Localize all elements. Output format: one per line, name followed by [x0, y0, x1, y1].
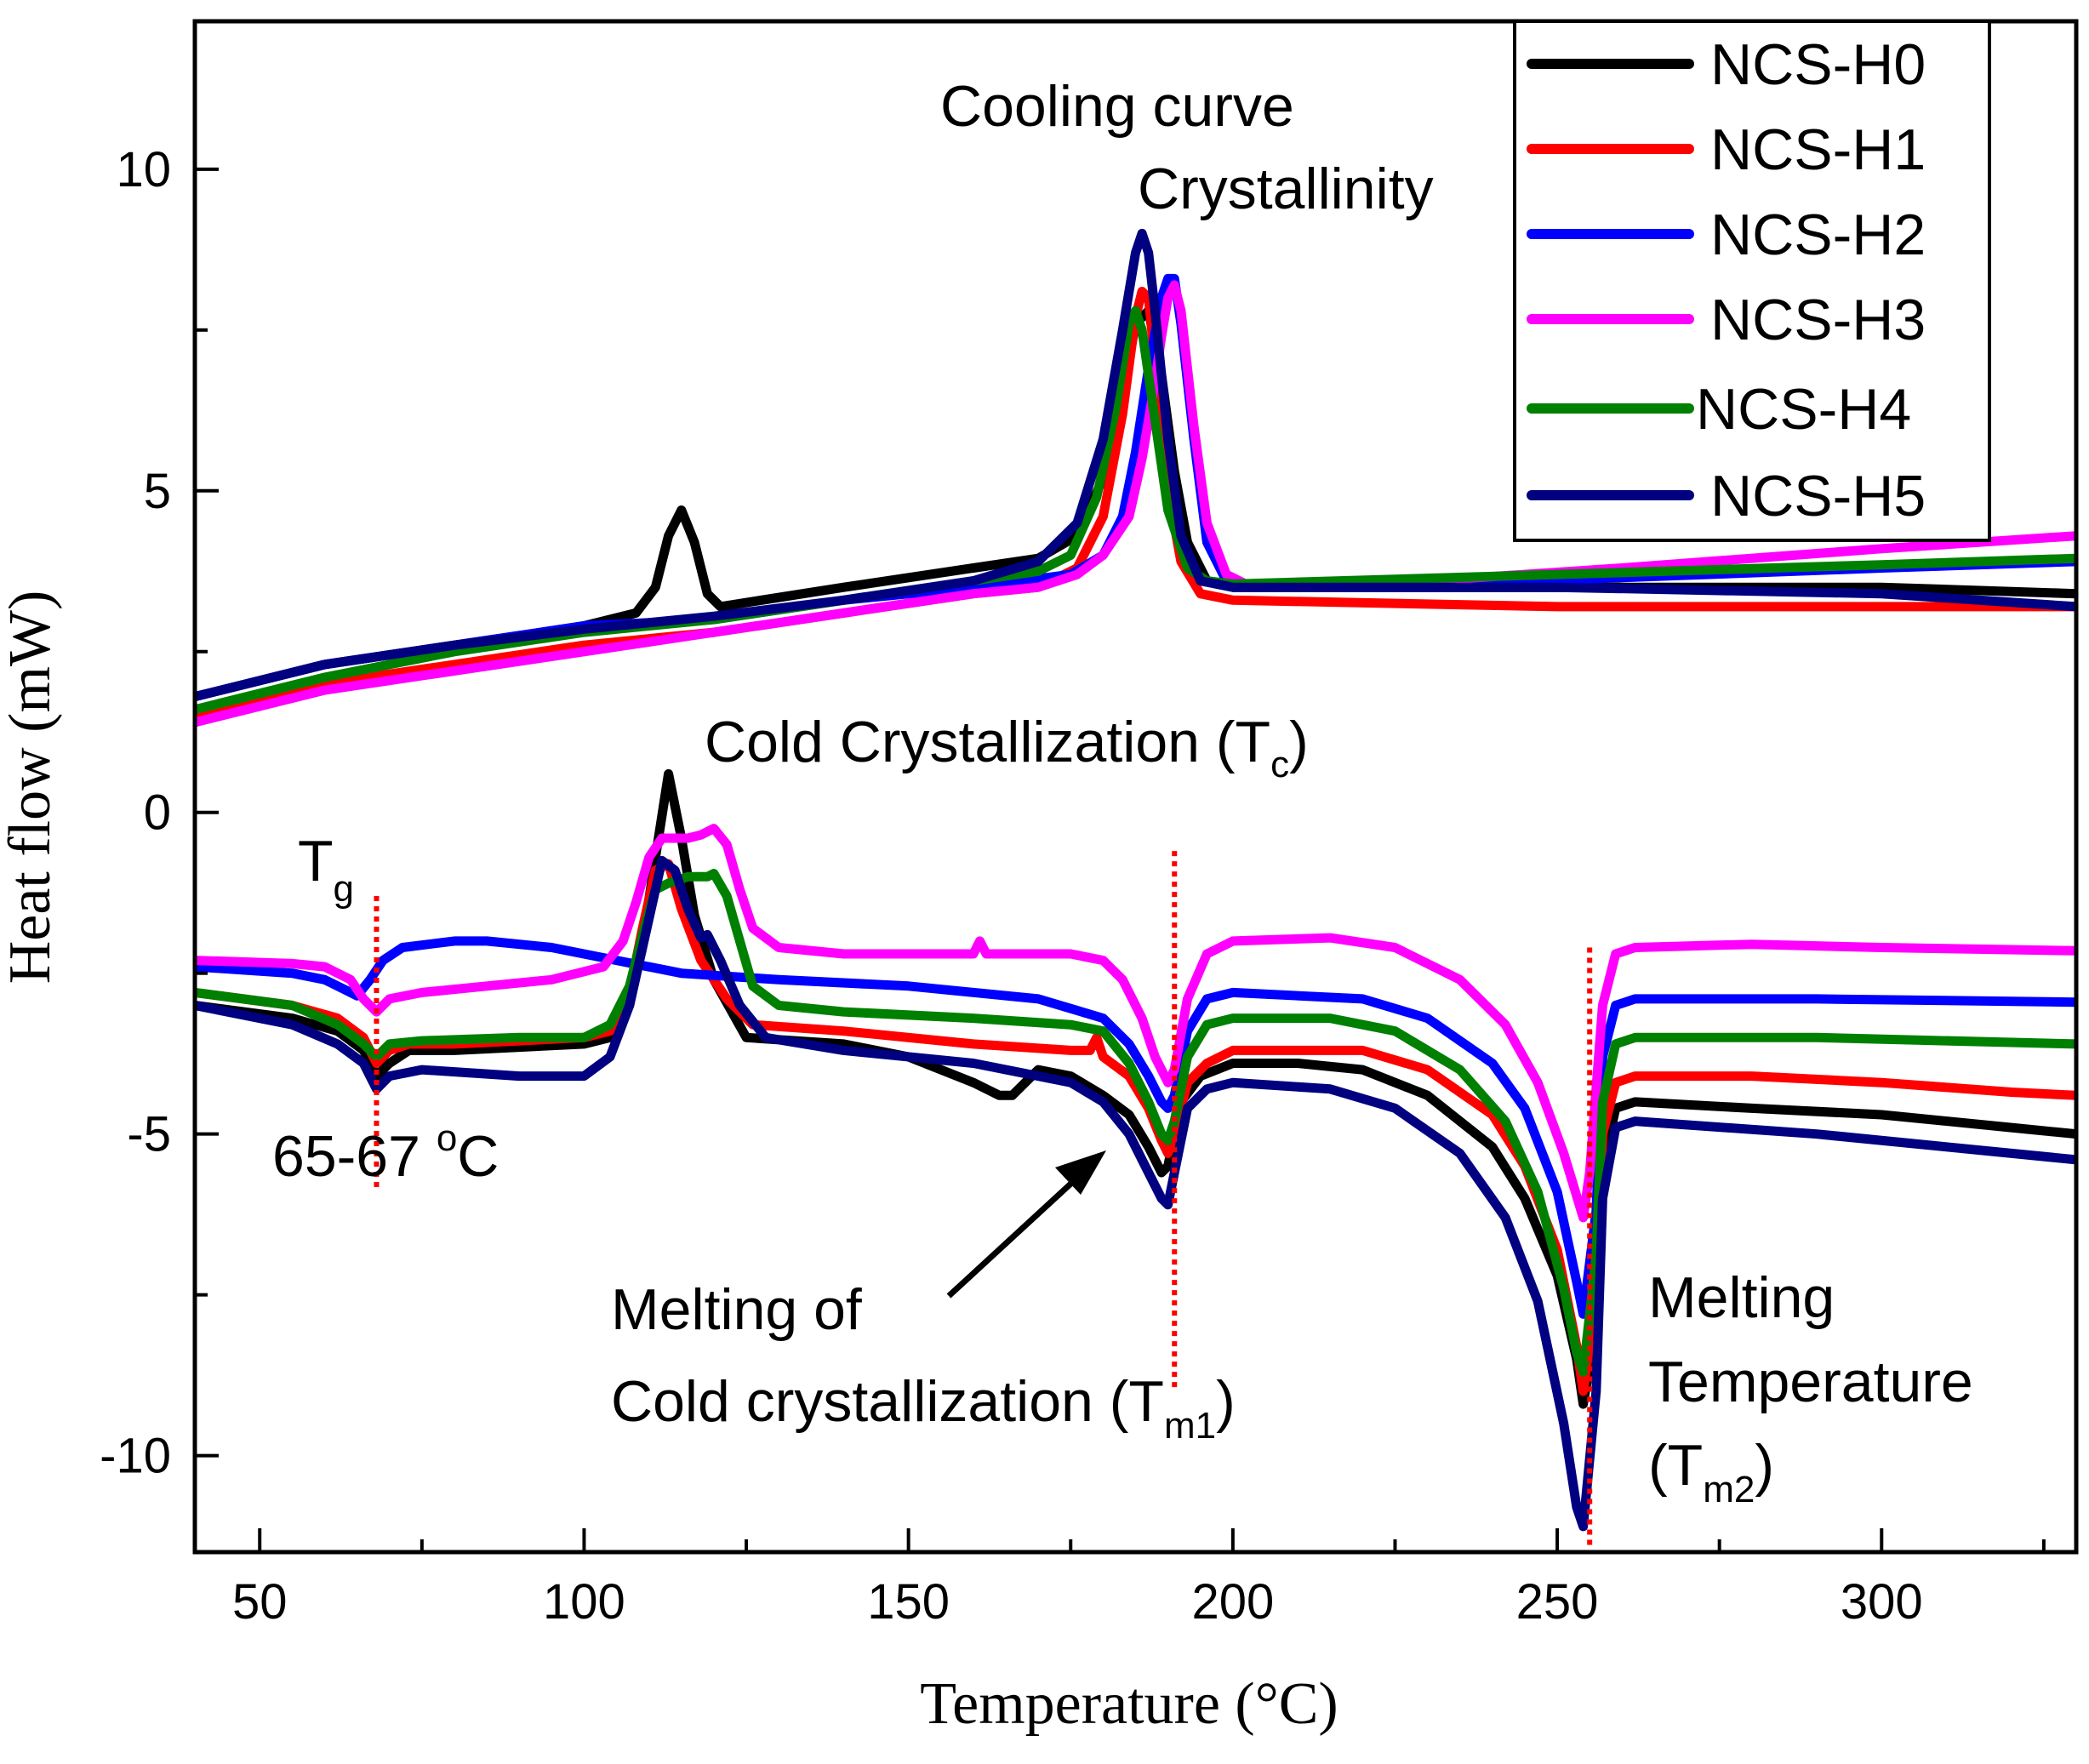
- annotation-cooling-curve: Cooling curve: [940, 74, 1294, 139]
- legend-label-ncs-h0: NCS-H0: [1710, 32, 1926, 97]
- annotation-melting-temp-1: Melting: [1648, 1265, 1835, 1330]
- y-tick-label: 10: [116, 142, 171, 197]
- x-tick-label: 50: [232, 1574, 288, 1630]
- series-line-ncs-h4-heating: [195, 869, 2076, 1377]
- x-axis-ticks: 50 100 150 200 250 300: [232, 1528, 2046, 1630]
- annotation-melting-cc-sub: m1: [1164, 1405, 1216, 1447]
- x-tick-label: 200: [1191, 1574, 1274, 1630]
- legend-label-ncs-h4: NCS-H4: [1696, 377, 1911, 442]
- series-line-ncs-h5-heating: [195, 855, 2076, 1532]
- x-axis-label: Temperature (°C): [920, 1671, 1338, 1737]
- x-tick-label: 150: [867, 1574, 950, 1630]
- legend-box: [1513, 20, 1991, 542]
- arrow-head-icon: [1055, 1150, 1106, 1195]
- reference-lines: [374, 851, 1593, 1552]
- legend: NCS-H0 NCS-H1 NCS-H2 NCS-H3 NCS-H4 NCS-H5: [1513, 20, 1991, 542]
- annotation-tg: Tg: [298, 829, 354, 910]
- plot-frame: [192, 19, 2079, 1555]
- y-tick-label: -10: [100, 1429, 171, 1484]
- legend-label-ncs-h3: NCS-H3: [1710, 288, 1926, 352]
- annotation-melting-temp-sub: m2: [1703, 1469, 1755, 1510]
- legend-entries: NCS-H0 NCS-H1 NCS-H2 NCS-H3 NCS-H4 NCS-H5: [1527, 32, 1926, 528]
- y-tick-label: 0: [144, 785, 171, 841]
- series-line-ncs-h0-heating: [195, 768, 2076, 1409]
- y-axis-label: Heat flow (mW): [0, 591, 63, 985]
- legend-label-ncs-h5: NCS-H5: [1710, 464, 1926, 528]
- annotation-arrow: [946, 1150, 1106, 1299]
- series-line-ncs-h3-heating: [195, 824, 2076, 1223]
- legend-label-ncs-h2: NCS-H2: [1710, 203, 1926, 267]
- annotation-melting-temp-2: Temperature: [1648, 1350, 1973, 1414]
- annotation-melting-temp-3: (Tm2): [1648, 1433, 1774, 1510]
- y-tick-label: 5: [144, 464, 171, 519]
- annotation-melting-of: Melting of: [611, 1277, 862, 1342]
- annotation-cold-crystallization-sub: c: [1270, 744, 1289, 785]
- annotation-tg-range-sup: o: [437, 1117, 457, 1159]
- annotation-melting-cold-crystallization: Cold crystallization (Tm1): [611, 1369, 1236, 1447]
- series-line-ncs-h5-cooling: [195, 228, 2076, 702]
- annotation-tg-sub: g: [334, 868, 354, 910]
- y-tick-label: -5: [127, 1107, 171, 1162]
- annotation-crystallinity: Crystallinity: [1138, 157, 1434, 221]
- series-line-ncs-h2-heating: [195, 936, 2076, 1319]
- y-axis-ticks: 10 5 0 -5 -10: [100, 142, 219, 1484]
- x-tick-label: 300: [1841, 1574, 1923, 1630]
- legend-label-ncs-h1: NCS-H1: [1710, 117, 1926, 182]
- annotation-tg-range: 65-67 oC: [272, 1117, 499, 1189]
- x-tick-label: 250: [1516, 1574, 1599, 1630]
- x-tick-label: 100: [543, 1574, 625, 1630]
- series-layer: [195, 228, 2076, 1532]
- annotation-cold-crystallization: Cold Crystallization (Tc): [705, 710, 1309, 785]
